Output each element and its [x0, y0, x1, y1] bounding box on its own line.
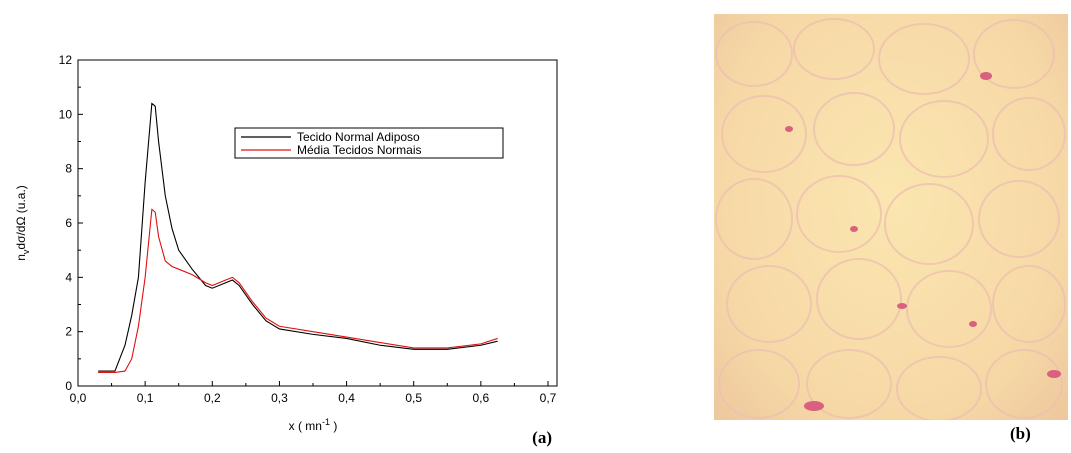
- y-label-main: n: [14, 254, 28, 261]
- x-label-sup: -1: [322, 417, 330, 427]
- plot-frame: [77, 59, 558, 387]
- x-tick-label: 0,7: [540, 391, 557, 405]
- series-line: [98, 102, 498, 372]
- y-tick-label: 6: [65, 216, 72, 230]
- y-tick-label: 0: [65, 379, 72, 393]
- x-tick-label: 0,4: [338, 391, 355, 405]
- x-label-rest: ): [330, 419, 337, 433]
- y-tick-label: 12: [59, 53, 73, 67]
- x-tick-label: 0,2: [204, 391, 221, 405]
- x-tick-label: 0,5: [405, 391, 422, 405]
- x-axis-label: x ( mn-1 ): [289, 417, 338, 433]
- series-line: [98, 208, 498, 373]
- y-label-sub: v: [21, 249, 31, 254]
- x-tick-label: 0,3: [271, 391, 288, 405]
- legend-label: Tecido Normal Adiposo: [297, 130, 420, 144]
- chart: (a) 0 2 4 6 8 10 12 0,0 0,1 0,2 0,3 0,4 0,5 0,6 0,7 x (…: [14, 53, 558, 447]
- image-label: (b): [1010, 424, 1031, 443]
- legend-label: Média Tecidos Normais: [297, 143, 422, 157]
- y-tick-label: 4: [65, 270, 72, 284]
- x-tick-label: 0,0: [70, 391, 87, 405]
- histology-image: [714, 14, 1068, 420]
- y-label-rest: dσ/dΩ (u.a.): [14, 185, 28, 249]
- x-tick-label: 0,6: [473, 391, 490, 405]
- y-tick-label: 2: [65, 325, 72, 339]
- y-axis-label: nvdσ/dΩ (u.a.): [14, 185, 31, 261]
- x-tick-label: 0,1: [137, 391, 154, 405]
- y-tick-label: 10: [59, 107, 73, 121]
- y-tick-label: 8: [65, 162, 72, 176]
- x-label-main: x ( mn: [289, 419, 322, 433]
- image-texture: [715, 18, 1066, 420]
- panel-label: (a): [532, 428, 552, 447]
- legend-box: [234, 127, 504, 159]
